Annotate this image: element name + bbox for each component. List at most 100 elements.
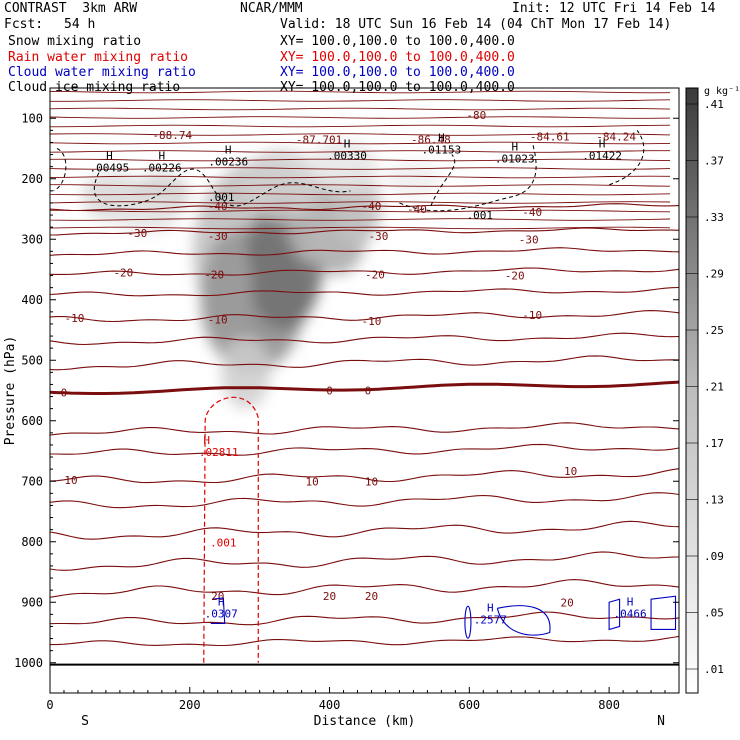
y-tick-label: 500 bbox=[21, 353, 43, 367]
init-time: Init: 12 UTC Fri 14 Feb 14 bbox=[512, 1, 716, 16]
x-tick-label: 0 bbox=[46, 698, 53, 712]
cloud-water-max-marker: H bbox=[627, 595, 634, 608]
snow-shading bbox=[81, 139, 442, 409]
isotherm-line bbox=[50, 141, 671, 145]
isotherm bbox=[50, 443, 679, 456]
rain-contour-label: .001 bbox=[210, 537, 237, 550]
snow-max-value: .01023 bbox=[495, 153, 535, 166]
temperature-label: -88.74 bbox=[152, 129, 192, 142]
colorbar-unit: g kg⁻¹ bbox=[704, 86, 740, 97]
temperature-label: -40 bbox=[362, 200, 382, 213]
snow-max-value: .01153 bbox=[422, 144, 462, 157]
cloud-water-contours bbox=[210, 595, 677, 639]
snow-max-value: .00330 bbox=[327, 150, 367, 163]
model-title: CONTRAST 3km ARW bbox=[4, 1, 138, 16]
snow-max-marker: H bbox=[344, 138, 351, 151]
field-snow-label: Snow mixing ratio bbox=[8, 34, 142, 49]
forecast-label: Fcst: bbox=[4, 17, 44, 32]
y-tick-label: 700 bbox=[21, 474, 43, 488]
snow-max-marker: H bbox=[438, 132, 445, 145]
colorbar-label: .41 bbox=[704, 98, 724, 111]
isotherm-line bbox=[50, 184, 671, 187]
isotherm bbox=[50, 492, 679, 509]
ice-contour bbox=[608, 130, 645, 186]
y-tick-label: 1000 bbox=[14, 656, 43, 670]
temperature-label: -20 bbox=[505, 270, 525, 283]
isotherm-line bbox=[50, 201, 671, 204]
isotherm bbox=[50, 247, 679, 256]
isotherm-line bbox=[50, 107, 671, 111]
forecast-hour: 54 h bbox=[64, 17, 96, 32]
colorbar-label: .05 bbox=[704, 607, 724, 620]
snow-max-marker: H bbox=[159, 150, 166, 163]
temperature-label: -84.24 bbox=[596, 130, 636, 143]
colorbar-label: .17 bbox=[704, 437, 724, 450]
isotherm-line bbox=[50, 192, 671, 196]
colorbar-label: .37 bbox=[704, 155, 724, 168]
cloud-water-contour bbox=[650, 595, 677, 631]
temperature-label: -30 bbox=[208, 230, 228, 243]
isotherm-line bbox=[50, 116, 671, 119]
ice-contour bbox=[93, 168, 351, 207]
temperature-label: 0 bbox=[365, 385, 372, 398]
colorbar-label: .09 bbox=[704, 550, 724, 563]
isotherm bbox=[50, 267, 679, 276]
snow-cell bbox=[116, 197, 180, 234]
org-title: NCAR/MMM bbox=[240, 1, 303, 16]
snow-max-value: .01422 bbox=[582, 150, 622, 163]
temperature-label: 10 bbox=[64, 474, 77, 487]
isotherm bbox=[50, 227, 679, 236]
y-tick-label: 200 bbox=[21, 172, 43, 186]
snow-cell bbox=[385, 160, 442, 197]
rain-contour bbox=[203, 396, 259, 663]
south-label: S bbox=[81, 714, 89, 729]
colorbar bbox=[685, 87, 699, 694]
y-tick-label: 900 bbox=[21, 595, 43, 609]
temperature-label: -20 bbox=[204, 268, 224, 281]
isotherm-line bbox=[50, 226, 671, 230]
cloud-water-max-marker: H bbox=[487, 601, 494, 614]
y-tick-label: 600 bbox=[21, 414, 43, 428]
snow-max-value: .00226 bbox=[142, 162, 182, 175]
isotherm-line bbox=[50, 124, 671, 128]
isotherm bbox=[50, 579, 679, 598]
temperature-label: -80 bbox=[466, 109, 486, 122]
isotherm bbox=[50, 422, 679, 436]
ice-contour bbox=[53, 148, 67, 192]
temperature-contours bbox=[50, 203, 679, 647]
temperature-label: 20 bbox=[561, 596, 574, 609]
isotherm-line bbox=[50, 158, 671, 162]
isotherm-line bbox=[50, 133, 671, 136]
isotherm bbox=[50, 551, 679, 571]
y-axis-label: Pressure (hPa) bbox=[3, 336, 18, 446]
field-rain-xy: XY= 100.0,100.0 to 100.0,400.0 bbox=[280, 50, 515, 65]
cloud-water-max-value: .2577 bbox=[474, 613, 507, 626]
isotherm bbox=[50, 355, 679, 371]
isotherm bbox=[50, 468, 679, 484]
temperature-label: -86.48 bbox=[411, 133, 451, 146]
isotherm-line bbox=[50, 175, 671, 179]
temperature-label: 0 bbox=[326, 385, 333, 398]
field-cloud-water-xy: XY= 100.0,100.0 to 100.0,400.0 bbox=[280, 65, 515, 80]
isotherm-line bbox=[50, 150, 670, 153]
snow-max-marker: H bbox=[225, 144, 232, 157]
isotherm-line bbox=[50, 218, 671, 221]
y-tick-label: 300 bbox=[21, 232, 43, 246]
temperature-label: 20 bbox=[211, 590, 224, 603]
y-tick-label: 800 bbox=[21, 535, 43, 549]
field-snow-xy: XY= 100.0,100.0 to 100.0,400.0 bbox=[280, 34, 515, 49]
cloud-water-contour bbox=[464, 605, 472, 639]
temperature-label: -40 bbox=[208, 200, 228, 213]
cloud-water-max-value: .0307 bbox=[205, 607, 238, 620]
temperature-label: -30 bbox=[127, 227, 147, 240]
cloud-ice-contours bbox=[53, 130, 645, 212]
snow-cell bbox=[308, 139, 379, 194]
ice-contour bbox=[430, 154, 456, 207]
colorbar-label: .21 bbox=[704, 381, 724, 394]
isotherm-line bbox=[50, 90, 671, 94]
snow-max-value: .00495 bbox=[90, 162, 130, 175]
cloud-water-contour bbox=[608, 598, 621, 631]
isotherm bbox=[50, 310, 679, 323]
x-tick-label: 800 bbox=[598, 698, 620, 712]
snow-max-marker: H bbox=[511, 141, 518, 154]
